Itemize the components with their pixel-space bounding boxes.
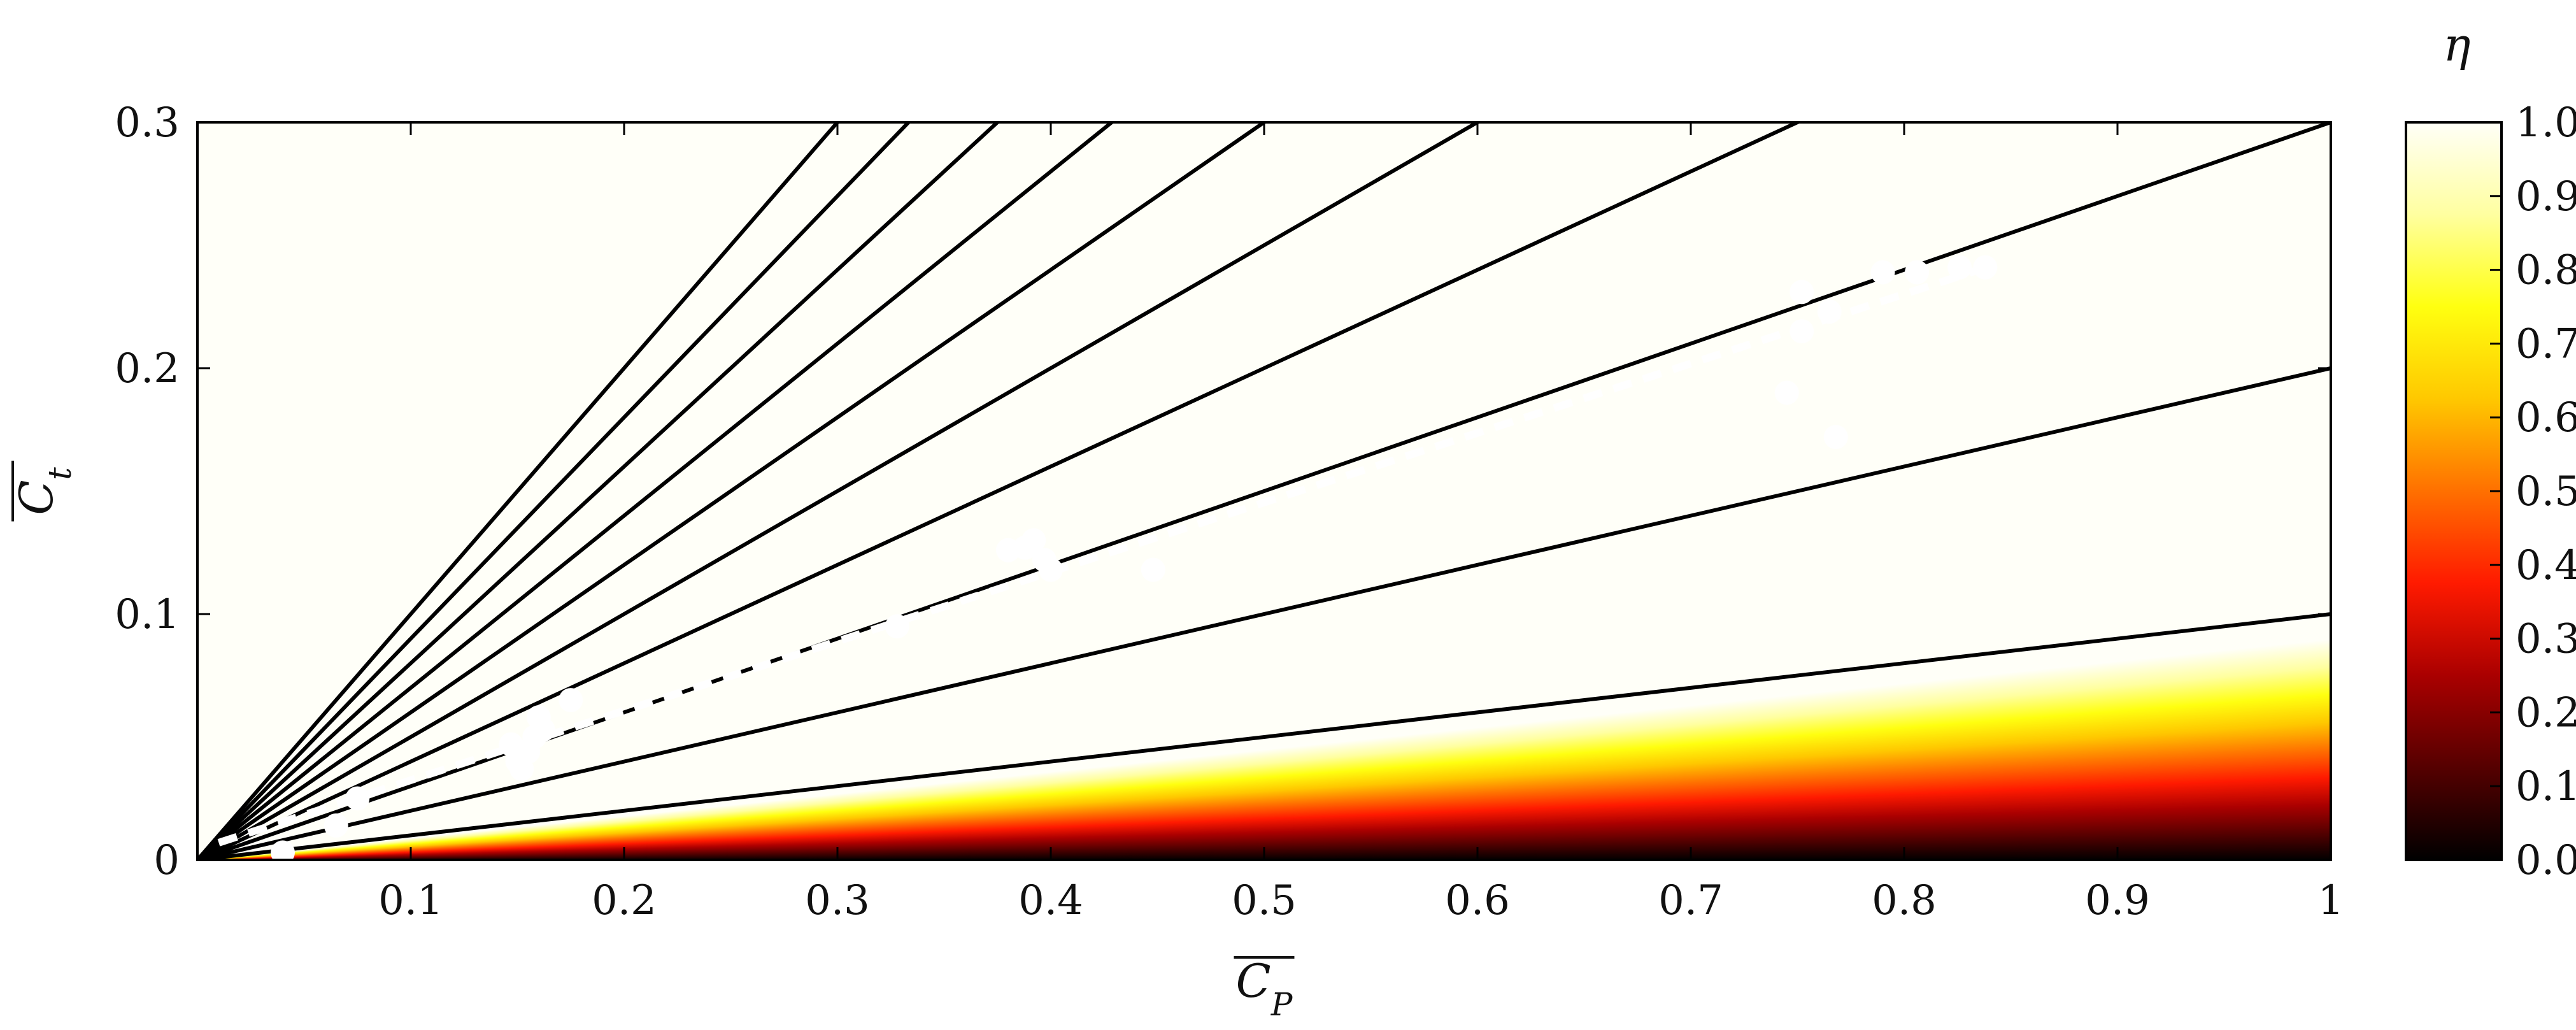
x-tick-label: 0.1 [378,877,443,924]
y-axis-label: Ct [10,461,78,522]
x-axis-label-text: CP [1236,954,1293,1023]
data-point [1039,557,1063,582]
colorbar-tick-label: 0.5 [2516,468,2576,515]
colorbar-tick-label: 0.9 [2516,173,2576,220]
data-point [1774,380,1799,405]
colorbar-tick-label: 0.6 [2516,394,2576,441]
x-tick-label: 0.4 [1018,877,1083,924]
colorbar-title: η [2443,18,2470,71]
colorbar-tick-label: 0.1 [2516,763,2576,810]
fit-line-group [217,266,1981,847]
data-point [530,717,555,742]
fit-line [217,266,1981,847]
y-tick-label: 0.2 [115,345,180,392]
data-point [1823,425,1848,450]
y-axis-label-text: Ct [10,467,78,515]
colorbar-gradient [2405,121,2503,861]
data-point [1141,557,1165,582]
x-axis-ticks: 0.1 0.2 0.3 0.4 0.5 0.6 0.7 0.8 0.9 1 [378,122,2344,924]
data-point [1905,260,1930,285]
colorbar-tick-label: 0.3 [2516,616,2576,663]
colorbar-tick-label: 0.2 [2516,689,2576,736]
colorbar-tick-label: 0.4 [2516,542,2576,589]
x-axis-label: CP [1234,954,1295,1023]
axis-labels: CP Ct [10,461,1295,1023]
x-tick-label: 0.7 [1658,877,1723,924]
data-point [271,840,295,865]
colorbar: 0.0 0.1 0.2 0.3 0.4 0.5 0.6 0.7 0.8 0.9 1.0 η [2405,18,2576,884]
data-point [1021,528,1046,553]
x-tick-label: 0.2 [592,877,657,924]
y-tick-label: 0.1 [115,591,180,638]
y-axis-ticks: 0 0.1 0.2 0.3 [115,99,2331,884]
data-point [1947,255,1972,280]
data-point [1870,260,1895,285]
contour-line [197,122,1482,860]
scatter-points [271,255,1998,865]
y-tick-label: 0.3 [115,99,180,147]
x-tick-label: 0.6 [1445,877,1510,924]
x-tick-label: 0.8 [1872,877,1937,924]
data-point [1790,280,1814,304]
x-tick-label: 0.3 [805,877,870,924]
data-point [324,813,348,838]
colorbar-tick-label: 0.8 [2516,247,2576,294]
colorbar-tick-label: 0.0 [2516,837,2576,884]
colorbar-tick-label: 0.7 [2516,320,2576,368]
data-point [1817,299,1842,324]
contour-lines [197,122,2331,860]
data-point [885,614,909,639]
x-tick-label: 1 [2318,877,2344,924]
data-point [345,786,370,811]
data-point [1973,255,1998,280]
colorbar-tick-label: 1.0 [2516,99,2576,147]
x-tick-label: 0.9 [2085,877,2150,924]
data-point [1790,319,1814,344]
x-tick-label: 0.5 [1232,877,1297,924]
y-tick-label: 0 [153,837,180,884]
contour-line [197,122,1802,860]
contour-line [197,366,2331,860]
data-point [559,688,583,713]
contour-line [197,612,2331,860]
contour-line [197,122,2331,860]
